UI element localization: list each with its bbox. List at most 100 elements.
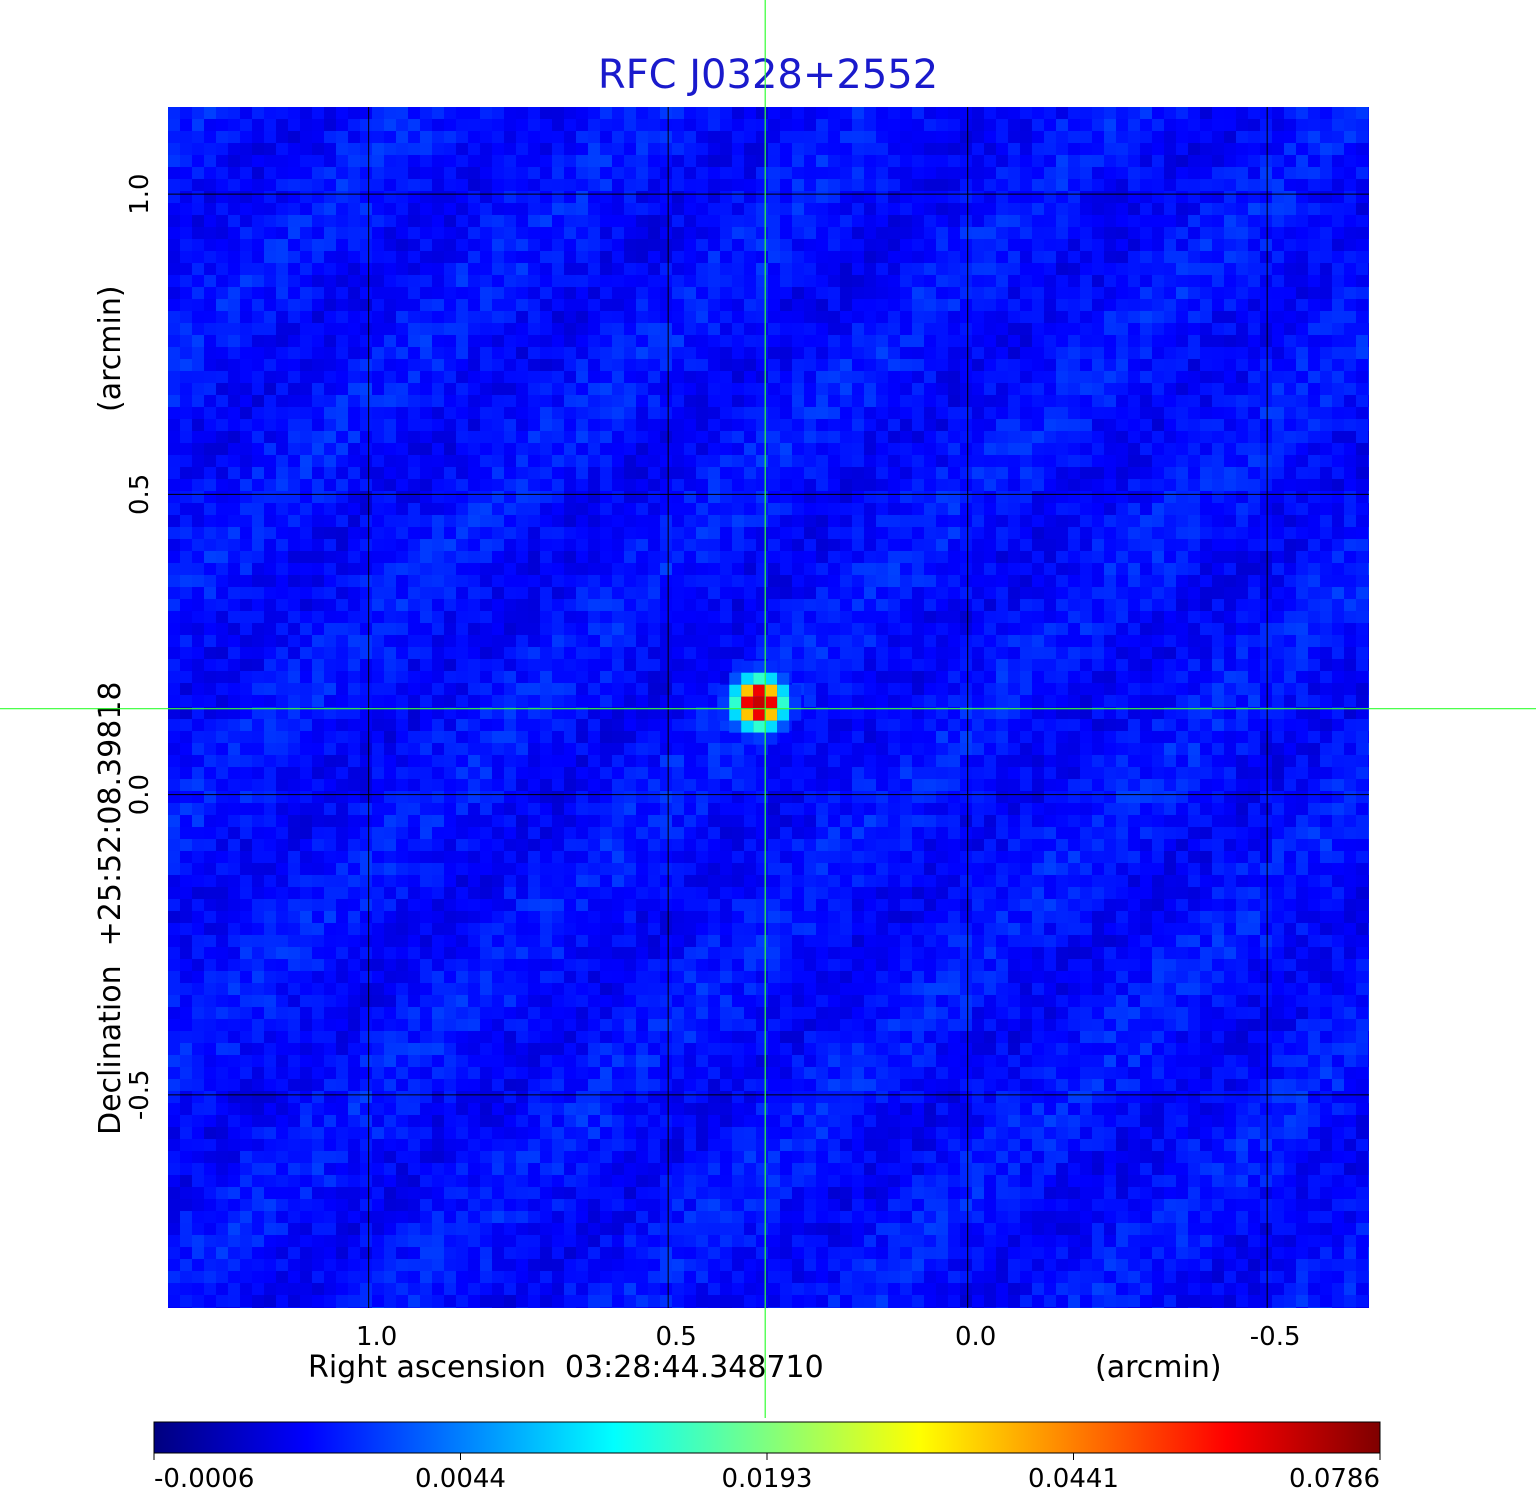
noise-pixel: [444, 635, 456, 647]
noise-pixel: [252, 479, 264, 491]
noise-pixel: [492, 647, 504, 659]
noise-pixel: [936, 623, 948, 635]
noise-pixel: [960, 431, 972, 443]
noise-pixel: [264, 347, 276, 359]
noise-pixel: [1200, 347, 1212, 359]
noise-pixel: [1068, 419, 1080, 431]
noise-pixel: [1260, 635, 1272, 647]
noise-pixel: [1008, 503, 1020, 515]
noise-pixel: [1332, 395, 1344, 407]
noise-pixel: [264, 239, 276, 251]
noise-pixel: [852, 551, 864, 563]
noise-pixel: [1284, 587, 1296, 599]
noise-pixel: [1092, 671, 1104, 683]
noise-pixel: [372, 587, 384, 599]
noise-pixel: [312, 671, 324, 683]
noise-pixel: [504, 563, 516, 575]
noise-pixel: [1008, 659, 1020, 671]
noise-pixel: [648, 635, 660, 647]
noise-pixel: [612, 527, 624, 539]
noise-pixel: [912, 107, 924, 119]
noise-pixel: [1356, 167, 1368, 179]
noise-pixel: [696, 227, 708, 239]
noise-pixel: [336, 491, 348, 503]
noise-pixel: [816, 563, 828, 575]
noise-pixel: [228, 215, 240, 227]
noise-pixel: [540, 491, 552, 503]
noise-pixel: [1332, 191, 1344, 203]
noise-pixel: [1344, 263, 1356, 275]
noise-pixel: [228, 287, 240, 299]
noise-pixel: [744, 407, 756, 419]
noise-pixel: [900, 359, 912, 371]
noise-pixel: [984, 143, 996, 155]
noise-pixel: [996, 239, 1008, 251]
noise-pixel: [468, 263, 480, 275]
noise-pixel: [660, 599, 672, 611]
noise-pixel: [888, 671, 900, 683]
noise-pixel: [1272, 479, 1284, 491]
noise-pixel: [948, 443, 960, 455]
noise-pixel: [1020, 419, 1032, 431]
noise-pixel: [672, 311, 684, 323]
noise-pixel: [1296, 131, 1308, 143]
noise-pixel: [864, 659, 876, 671]
noise-pixel: [1212, 359, 1224, 371]
noise-pixel: [828, 107, 840, 119]
noise-pixel: [864, 179, 876, 191]
noise-pixel: [672, 611, 684, 623]
noise-pixel: [888, 407, 900, 419]
noise-pixel: [780, 563, 792, 575]
noise-pixel: [600, 467, 612, 479]
noise-pixel: [1008, 287, 1020, 299]
noise-pixel: [240, 491, 252, 503]
noise-pixel: [528, 239, 540, 251]
noise-pixel: [840, 515, 852, 527]
noise-pixel: [900, 527, 912, 539]
noise-pixel: [924, 323, 936, 335]
noise-pixel: [1332, 599, 1344, 611]
noise-pixel: [1308, 599, 1320, 611]
noise-pixel: [1272, 311, 1284, 323]
noise-pixel: [480, 263, 492, 275]
noise-pixel: [684, 311, 696, 323]
noise-pixel: [444, 443, 456, 455]
noise-pixel: [1032, 611, 1044, 623]
noise-pixel: [228, 275, 240, 287]
noise-pixel: [756, 215, 768, 227]
noise-pixel: [1320, 551, 1332, 563]
noise-pixel: [936, 119, 948, 131]
noise-pixel: [1092, 155, 1104, 167]
noise-pixel: [1128, 359, 1140, 371]
noise-pixel: [312, 587, 324, 599]
noise-pixel: [612, 695, 624, 707]
noise-pixel: [816, 395, 828, 407]
noise-pixel: [552, 419, 564, 431]
noise-pixel: [1188, 323, 1200, 335]
noise-pixel: [672, 347, 684, 359]
noise-pixel: [1068, 335, 1080, 347]
noise-pixel: [1116, 683, 1128, 695]
noise-pixel: [336, 419, 348, 431]
noise-pixel: [1128, 275, 1140, 287]
noise-pixel: [1140, 383, 1152, 395]
noise-pixel: [948, 479, 960, 491]
noise-pixel: [1044, 467, 1056, 479]
noise-pixel: [960, 131, 972, 143]
noise-pixel: [396, 479, 408, 491]
noise-pixel: [348, 647, 360, 659]
noise-pixel: [180, 539, 192, 551]
noise-pixel: [876, 371, 888, 383]
noise-pixel: [1368, 239, 1369, 251]
noise-pixel: [636, 443, 648, 455]
noise-pixel: [936, 299, 948, 311]
noise-pixel: [372, 131, 384, 143]
noise-pixel: [528, 167, 540, 179]
noise-pixel: [324, 455, 336, 467]
noise-pixel: [1080, 227, 1092, 239]
noise-pixel: [972, 515, 984, 527]
noise-pixel: [672, 155, 684, 167]
noise-pixel: [1044, 299, 1056, 311]
noise-pixel: [1116, 623, 1128, 635]
noise-pixel: [1056, 155, 1068, 167]
